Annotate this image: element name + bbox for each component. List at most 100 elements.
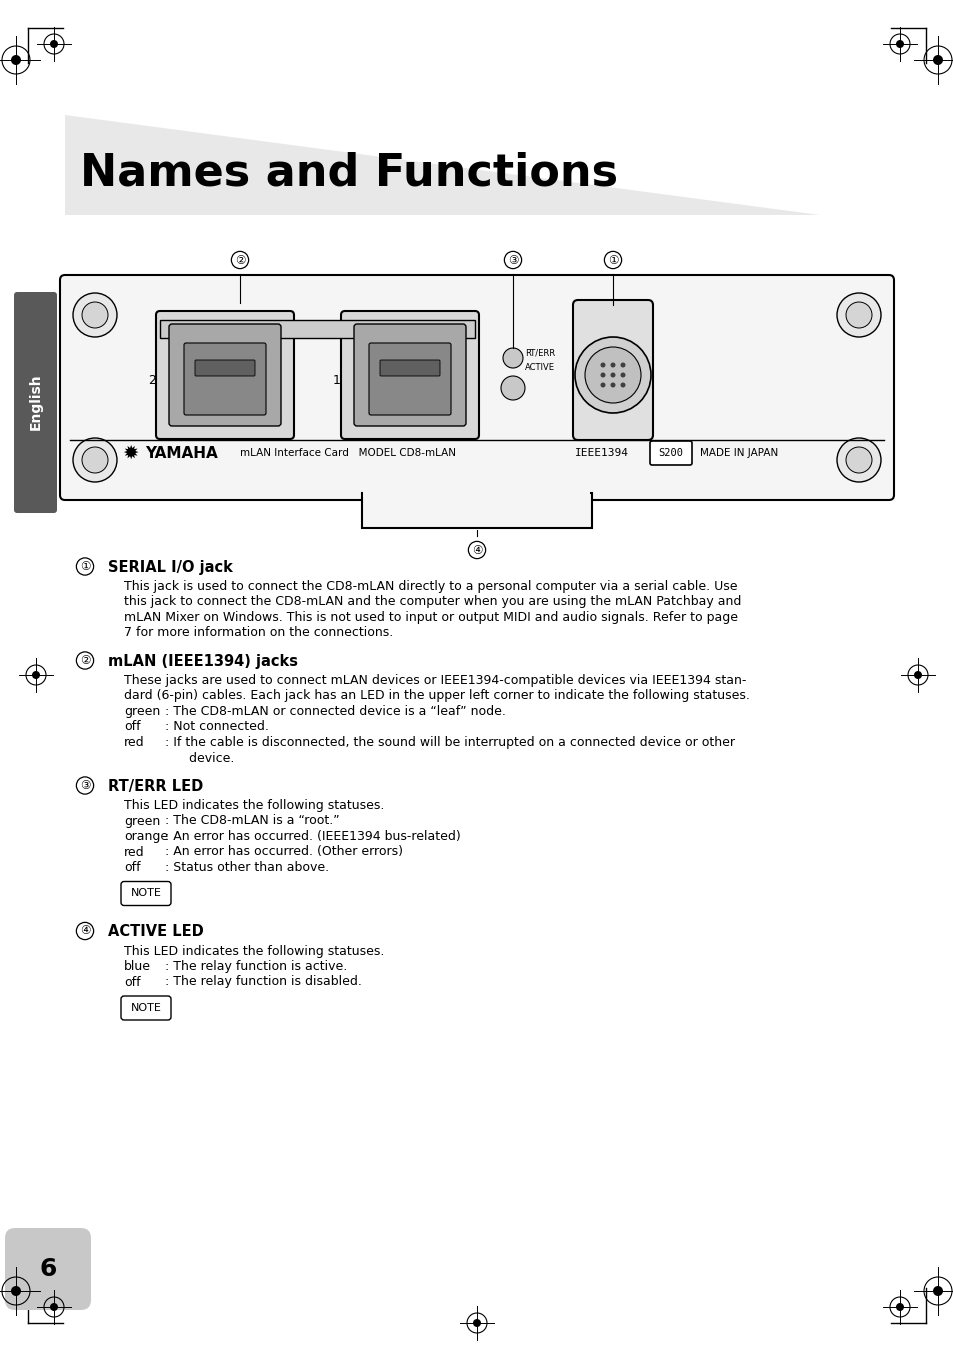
FancyBboxPatch shape bbox=[573, 300, 652, 440]
Text: ②: ② bbox=[234, 254, 245, 266]
FancyBboxPatch shape bbox=[340, 311, 478, 439]
Circle shape bbox=[610, 382, 615, 388]
Text: ④: ④ bbox=[471, 543, 482, 557]
FancyBboxPatch shape bbox=[184, 343, 266, 415]
Circle shape bbox=[619, 362, 625, 367]
Circle shape bbox=[619, 382, 625, 388]
Circle shape bbox=[500, 376, 524, 400]
Text: ACTIVE LED: ACTIVE LED bbox=[108, 924, 204, 939]
Text: This LED indicates the following statuses.: This LED indicates the following statuse… bbox=[124, 944, 384, 958]
Circle shape bbox=[73, 293, 117, 336]
Circle shape bbox=[836, 293, 880, 336]
Circle shape bbox=[32, 671, 40, 680]
Text: dard (6-pin) cables. Each jack has an LED in the upper left corner to indicate t: dard (6-pin) cables. Each jack has an LE… bbox=[124, 689, 749, 703]
Text: 7 for more information on the connections.: 7 for more information on the connection… bbox=[124, 627, 393, 639]
Circle shape bbox=[619, 373, 625, 377]
Text: 6: 6 bbox=[39, 1256, 56, 1281]
FancyBboxPatch shape bbox=[160, 320, 475, 338]
Text: off: off bbox=[124, 720, 140, 734]
Text: blue: blue bbox=[124, 961, 151, 973]
Text: This LED indicates the following statuses.: This LED indicates the following statuse… bbox=[124, 798, 384, 812]
Text: RT/ERR: RT/ERR bbox=[524, 349, 555, 358]
Circle shape bbox=[599, 382, 605, 388]
FancyBboxPatch shape bbox=[169, 324, 281, 426]
Text: ③: ③ bbox=[80, 780, 91, 792]
Text: red: red bbox=[124, 736, 145, 748]
Circle shape bbox=[473, 1319, 480, 1327]
FancyBboxPatch shape bbox=[194, 359, 254, 376]
Text: 1: 1 bbox=[333, 373, 340, 386]
Text: MADE IN JAPAN: MADE IN JAPAN bbox=[700, 449, 778, 458]
Circle shape bbox=[913, 671, 921, 680]
Text: ②: ② bbox=[80, 654, 91, 667]
Text: ①: ① bbox=[607, 254, 618, 266]
Text: Names and Functions: Names and Functions bbox=[80, 153, 618, 195]
FancyBboxPatch shape bbox=[363, 490, 590, 497]
Text: : The CD8-mLAN is a “root.”: : The CD8-mLAN is a “root.” bbox=[165, 815, 339, 828]
Circle shape bbox=[575, 336, 650, 413]
Circle shape bbox=[845, 447, 871, 473]
Text: green: green bbox=[124, 815, 160, 828]
Text: SERIAL I/O jack: SERIAL I/O jack bbox=[108, 561, 233, 576]
Text: ④: ④ bbox=[80, 924, 91, 938]
Text: ACTIVE: ACTIVE bbox=[524, 363, 555, 373]
Circle shape bbox=[584, 347, 640, 403]
Text: mLAN Interface Card   MODEL CD8-mLAN: mLAN Interface Card MODEL CD8-mLAN bbox=[240, 449, 456, 458]
Text: device.: device. bbox=[165, 751, 234, 765]
Circle shape bbox=[932, 1286, 942, 1296]
Text: NOTE: NOTE bbox=[131, 889, 161, 898]
Circle shape bbox=[845, 303, 871, 328]
FancyBboxPatch shape bbox=[369, 343, 451, 415]
Text: This jack is used to connect the CD8-mLAN directly to a personal computer via a : This jack is used to connect the CD8-mLA… bbox=[124, 580, 737, 593]
Circle shape bbox=[836, 438, 880, 482]
FancyBboxPatch shape bbox=[649, 440, 691, 465]
Text: ✹: ✹ bbox=[122, 443, 138, 462]
Text: : Not connected.: : Not connected. bbox=[165, 720, 269, 734]
Text: ①: ① bbox=[80, 561, 91, 573]
Text: : An error has occurred. (IEEE1394 bus-related): : An error has occurred. (IEEE1394 bus-r… bbox=[165, 830, 460, 843]
Text: mLAN Mixer on Windows. This is not used to input or output MIDI and audio signal: mLAN Mixer on Windows. This is not used … bbox=[124, 611, 738, 624]
Text: : If the cable is disconnected, the sound will be interrupted on a connected dev: : If the cable is disconnected, the soun… bbox=[165, 736, 734, 748]
Circle shape bbox=[932, 55, 942, 65]
Circle shape bbox=[73, 438, 117, 482]
FancyBboxPatch shape bbox=[60, 276, 893, 500]
Text: ③: ③ bbox=[507, 254, 517, 266]
Text: : The CD8-mLAN or connected device is a “leaf” node.: : The CD8-mLAN or connected device is a … bbox=[165, 705, 505, 717]
Text: orange: orange bbox=[124, 830, 168, 843]
Text: IEEE1394: IEEE1394 bbox=[575, 449, 628, 458]
Text: off: off bbox=[124, 861, 140, 874]
FancyBboxPatch shape bbox=[121, 881, 171, 905]
Circle shape bbox=[11, 55, 21, 65]
FancyBboxPatch shape bbox=[121, 996, 171, 1020]
Circle shape bbox=[11, 1286, 21, 1296]
Circle shape bbox=[610, 362, 615, 367]
Circle shape bbox=[895, 41, 903, 49]
Text: English: English bbox=[29, 374, 43, 431]
FancyBboxPatch shape bbox=[5, 1228, 91, 1310]
Circle shape bbox=[82, 447, 108, 473]
FancyBboxPatch shape bbox=[14, 292, 57, 513]
Circle shape bbox=[82, 303, 108, 328]
Text: green: green bbox=[124, 705, 160, 717]
Text: S200: S200 bbox=[658, 449, 682, 458]
Text: this jack to connect the CD8-mLAN and the computer when you are using the mLAN P: this jack to connect the CD8-mLAN and th… bbox=[124, 596, 740, 608]
Circle shape bbox=[50, 1302, 58, 1310]
Text: : An error has occurred. (Other errors): : An error has occurred. (Other errors) bbox=[165, 846, 402, 858]
Circle shape bbox=[502, 349, 522, 367]
FancyBboxPatch shape bbox=[354, 324, 465, 426]
Text: : Status other than above.: : Status other than above. bbox=[165, 861, 329, 874]
FancyBboxPatch shape bbox=[156, 311, 294, 439]
FancyBboxPatch shape bbox=[361, 493, 592, 528]
Text: NOTE: NOTE bbox=[131, 1002, 161, 1013]
Text: : The relay function is disabled.: : The relay function is disabled. bbox=[165, 975, 361, 989]
Circle shape bbox=[599, 362, 605, 367]
Text: mLAN (IEEE1394) jacks: mLAN (IEEE1394) jacks bbox=[108, 654, 297, 669]
Text: YAMAHA: YAMAHA bbox=[145, 446, 217, 461]
Text: : The relay function is active.: : The relay function is active. bbox=[165, 961, 347, 973]
Text: red: red bbox=[124, 846, 145, 858]
Polygon shape bbox=[65, 115, 820, 215]
Circle shape bbox=[610, 373, 615, 377]
Circle shape bbox=[50, 41, 58, 49]
Text: RT/ERR LED: RT/ERR LED bbox=[108, 780, 203, 794]
Circle shape bbox=[895, 1302, 903, 1310]
